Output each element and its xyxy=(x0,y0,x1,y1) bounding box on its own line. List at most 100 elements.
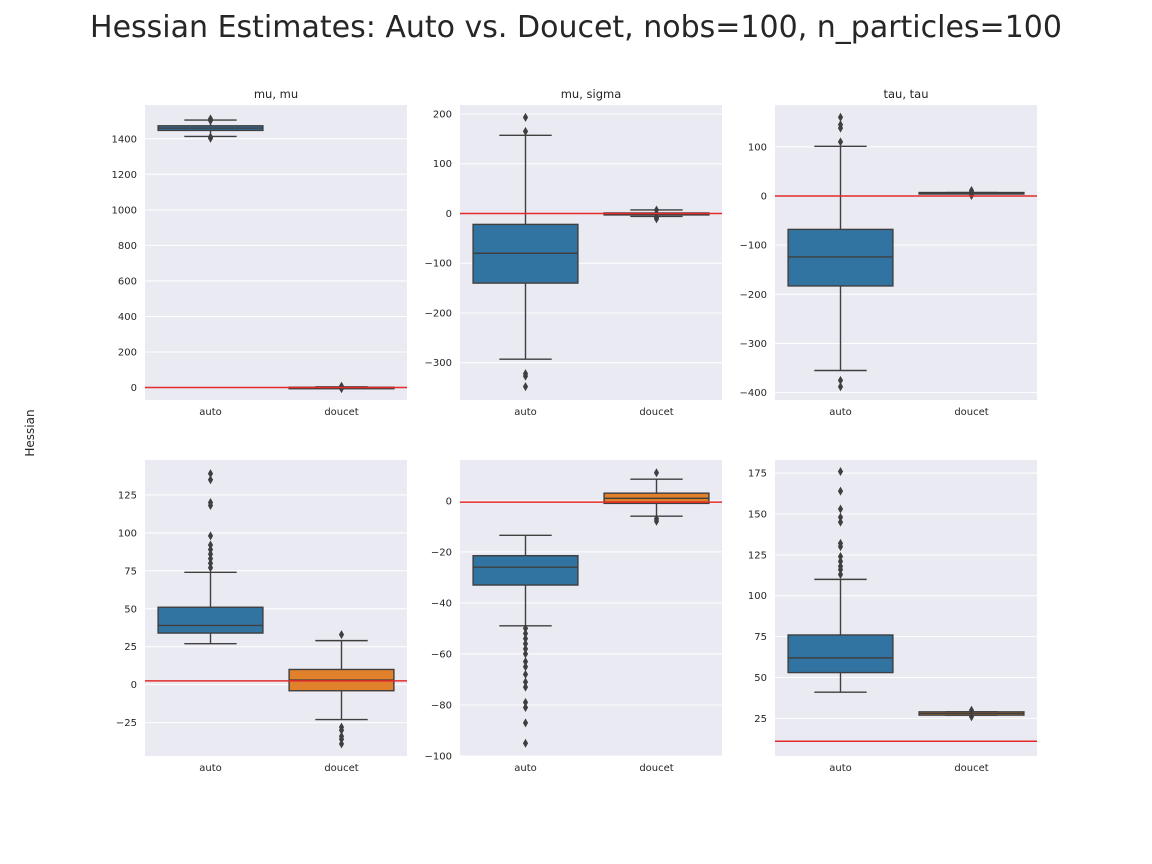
subplot-5: −100 −80 −60 −40 −20 0 auto doucet xyxy=(425,460,722,774)
outlier-point xyxy=(522,644,529,654)
box-doucet xyxy=(288,630,395,749)
y-tick-label: −40 xyxy=(431,598,452,609)
subplot-title: mu, sigma xyxy=(561,87,622,101)
x-tick-label: auto xyxy=(199,763,222,774)
outlier-point xyxy=(522,718,529,728)
outlier-point xyxy=(522,371,529,381)
outlier-point xyxy=(522,703,529,713)
y-tick-label: 100 xyxy=(748,142,767,153)
y-tick-label: 0 xyxy=(131,680,137,691)
y-tick-label: 125 xyxy=(748,550,767,561)
y-tick-label: 200 xyxy=(118,348,137,359)
box-iqr xyxy=(157,606,264,634)
outlier-point xyxy=(522,639,529,649)
outlier-point xyxy=(837,382,844,392)
y-tick-label: 25 xyxy=(754,714,767,725)
y-tick-label: −100 xyxy=(425,752,452,763)
y-tick-label: 0 xyxy=(446,496,452,507)
y-tick-label: 125 xyxy=(118,490,137,501)
outlier-point xyxy=(207,540,214,550)
y-tick-label: 1200 xyxy=(112,170,137,181)
subplot-1: 0 200 400 600 800 1000 1200 1400 auto doucet mu, m… xyxy=(112,87,407,418)
x-tick-label: doucet xyxy=(324,407,358,418)
y-tick-label: 0 xyxy=(761,191,767,202)
y-tick-label: −400 xyxy=(740,388,767,399)
outlier-point xyxy=(653,468,660,478)
outlier-point xyxy=(653,205,660,215)
y-tick-label: 600 xyxy=(118,276,137,287)
y-tick-label: −300 xyxy=(425,358,452,369)
outlier-point xyxy=(338,725,345,735)
y-tick-label: 0 xyxy=(131,383,137,394)
box-auto xyxy=(787,466,894,693)
box-doucet xyxy=(918,186,1025,200)
outlier-point xyxy=(338,734,345,744)
outlier-point xyxy=(968,712,975,722)
subplot-title: mu, mu xyxy=(254,87,298,101)
outlier-point xyxy=(837,517,844,527)
outlier-point xyxy=(207,475,214,485)
subplot-title: tau, tau xyxy=(883,87,928,101)
outlier-point xyxy=(522,697,529,707)
outlier-point xyxy=(522,677,529,687)
outlier-point xyxy=(338,384,345,394)
box-auto xyxy=(157,469,264,645)
outlier-point xyxy=(522,126,529,136)
y-tick-label: −300 xyxy=(740,339,767,350)
outlier-point xyxy=(837,375,844,385)
outlier-point xyxy=(837,512,844,522)
subplot-2: −300 −200 −100 0 100 200 auto doucet mu, sigma xyxy=(425,87,722,418)
plot-background xyxy=(775,460,1037,756)
y-tick-label: −100 xyxy=(740,241,767,252)
outlier-point xyxy=(837,551,844,561)
outlier-point xyxy=(522,382,529,392)
figure-title: Hessian Estimates: Auto vs. Doucet, nobs… xyxy=(90,10,1062,45)
outlier-point xyxy=(207,549,214,559)
outlier-point xyxy=(522,629,529,639)
outlier-point xyxy=(338,739,345,749)
outlier-point xyxy=(207,554,214,564)
y-tick-label: 800 xyxy=(118,241,137,252)
outlier-point xyxy=(522,649,529,659)
x-tick-label: doucet xyxy=(954,763,988,774)
box-doucet xyxy=(603,468,710,526)
outlier-point xyxy=(207,116,214,126)
outlier-point xyxy=(522,682,529,692)
plot-background xyxy=(460,460,722,756)
outlier-point xyxy=(522,657,529,667)
outlier-point xyxy=(522,669,529,679)
x-tick-label: doucet xyxy=(639,763,673,774)
box-iqr xyxy=(787,634,894,674)
outlier-point xyxy=(837,123,844,133)
box-doucet xyxy=(918,705,1025,722)
y-tick-label: 50 xyxy=(754,673,767,684)
y-tick-label: 200 xyxy=(433,109,452,120)
box-iqr xyxy=(472,554,579,586)
subplot-4: −25 0 25 50 75 100 125 auto doucet xyxy=(116,460,407,774)
y-tick-label: 50 xyxy=(124,604,137,615)
x-tick-label: auto xyxy=(514,763,537,774)
y-tick-label: 75 xyxy=(754,632,767,643)
outlier-point xyxy=(522,623,529,633)
y-tick-label: 175 xyxy=(748,469,767,480)
y-tick-label: 1400 xyxy=(112,134,137,145)
y-tick-label: 100 xyxy=(748,591,767,602)
outlier-point xyxy=(207,501,214,511)
box-auto xyxy=(787,112,894,392)
outlier-point xyxy=(207,545,214,555)
x-tick-label: auto xyxy=(514,407,537,418)
outlier-point xyxy=(522,112,529,122)
outlier-point xyxy=(653,516,660,526)
y-tick-label: 25 xyxy=(124,642,137,653)
x-tick-label: auto xyxy=(829,407,852,418)
x-tick-label: doucet xyxy=(324,763,358,774)
outlier-point xyxy=(207,133,214,143)
plot-background xyxy=(145,105,407,400)
outlier-point xyxy=(968,705,975,715)
y-tick-label: 100 xyxy=(118,528,137,539)
subplot-6: 25 50 75 100 125 150 175 auto doucet xyxy=(748,460,1037,774)
outlier-point xyxy=(837,556,844,566)
outlier-point xyxy=(837,486,844,496)
outlier-point xyxy=(837,504,844,514)
